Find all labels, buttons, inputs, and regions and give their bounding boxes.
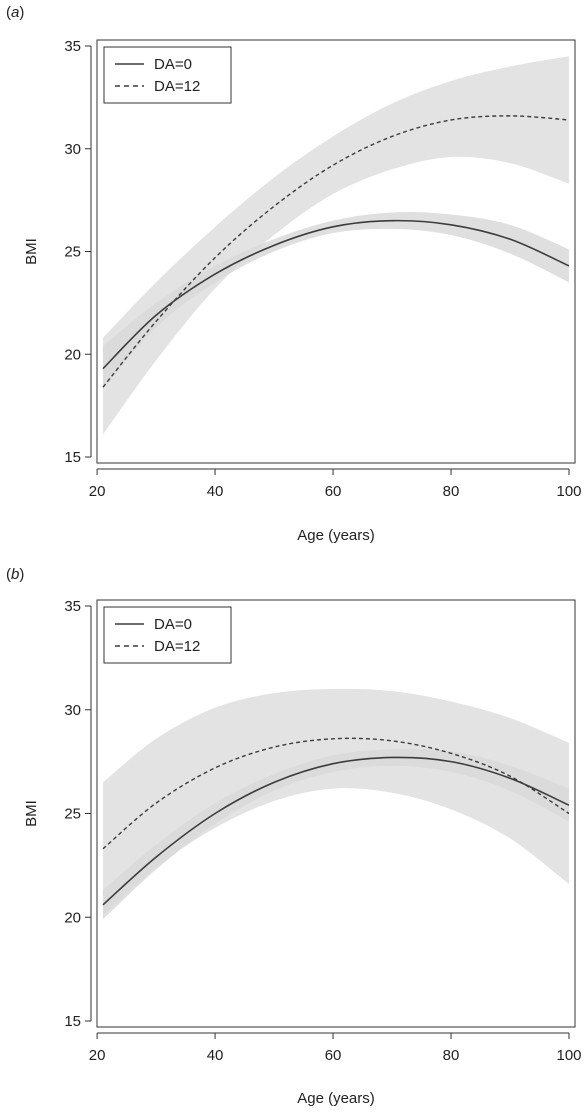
legend-box bbox=[103, 606, 232, 664]
y-tick-label: 35 bbox=[64, 598, 81, 615]
legend-label-da12: DA=12 bbox=[154, 638, 200, 655]
series-line-da12 bbox=[102, 737, 570, 850]
y-tick-label: 15 bbox=[64, 1013, 81, 1030]
y-axis-label: BMI bbox=[23, 800, 40, 827]
chart-a: 15 20 25 30 35 20 40 60 80 100 Age (years) BMI DA=0 D… bbox=[23, 38, 582, 544]
x-axis-label: Age (years) bbox=[297, 1090, 375, 1107]
series-line-da0 bbox=[102, 756, 570, 906]
legend-label-da0: DA=0 bbox=[154, 56, 192, 73]
x-tick-label: 80 bbox=[443, 483, 460, 500]
y-axis-label: BMI bbox=[23, 238, 40, 265]
x-tick-label: 80 bbox=[443, 1047, 460, 1064]
y-tick-label: 25 bbox=[64, 806, 81, 823]
legend-label-da0: DA=0 bbox=[154, 616, 192, 633]
panel-letter-a: a bbox=[11, 4, 20, 21]
x-tick-label: 40 bbox=[207, 1047, 224, 1064]
x-tick-label: 20 bbox=[89, 483, 106, 500]
x-tick-label: 40 bbox=[207, 483, 224, 500]
x-tick-label: 60 bbox=[325, 483, 342, 500]
series-line-da12 bbox=[102, 115, 570, 388]
confidence-band-da12 bbox=[103, 56, 569, 435]
panel-label-a: (a) bbox=[6, 4, 25, 21]
y-tick-label: 20 bbox=[64, 346, 81, 363]
legend-label-da12: DA=12 bbox=[154, 78, 200, 95]
plot-frame bbox=[96, 39, 576, 464]
y-tick-label: 25 bbox=[64, 244, 81, 261]
confidence-band-da12 bbox=[103, 688, 569, 916]
y-tick-label: 30 bbox=[64, 702, 81, 719]
y-tick-label: 15 bbox=[64, 449, 81, 466]
chart-b: 15 20 25 30 35 20 40 60 80 100 Age (years) BMI DA=0 D… bbox=[23, 598, 582, 1107]
y-tick-label: 35 bbox=[64, 38, 81, 55]
x-tick-label: 60 bbox=[325, 1047, 342, 1064]
legend-box bbox=[103, 46, 232, 104]
y-tick-label: 20 bbox=[64, 909, 81, 926]
plot-frame bbox=[96, 599, 576, 1028]
x-tick-label: 100 bbox=[556, 1047, 581, 1064]
x-tick-label: 20 bbox=[89, 1047, 106, 1064]
x-tick-label: 100 bbox=[556, 483, 581, 500]
panel-letter-b: b bbox=[11, 566, 20, 583]
panel-label-b: (b) bbox=[6, 566, 25, 583]
confidence-band-da0 bbox=[103, 212, 569, 390]
x-axis-label: Age (years) bbox=[297, 527, 375, 544]
y-tick-label: 30 bbox=[64, 141, 81, 158]
series-line-da0 bbox=[102, 219, 570, 370]
